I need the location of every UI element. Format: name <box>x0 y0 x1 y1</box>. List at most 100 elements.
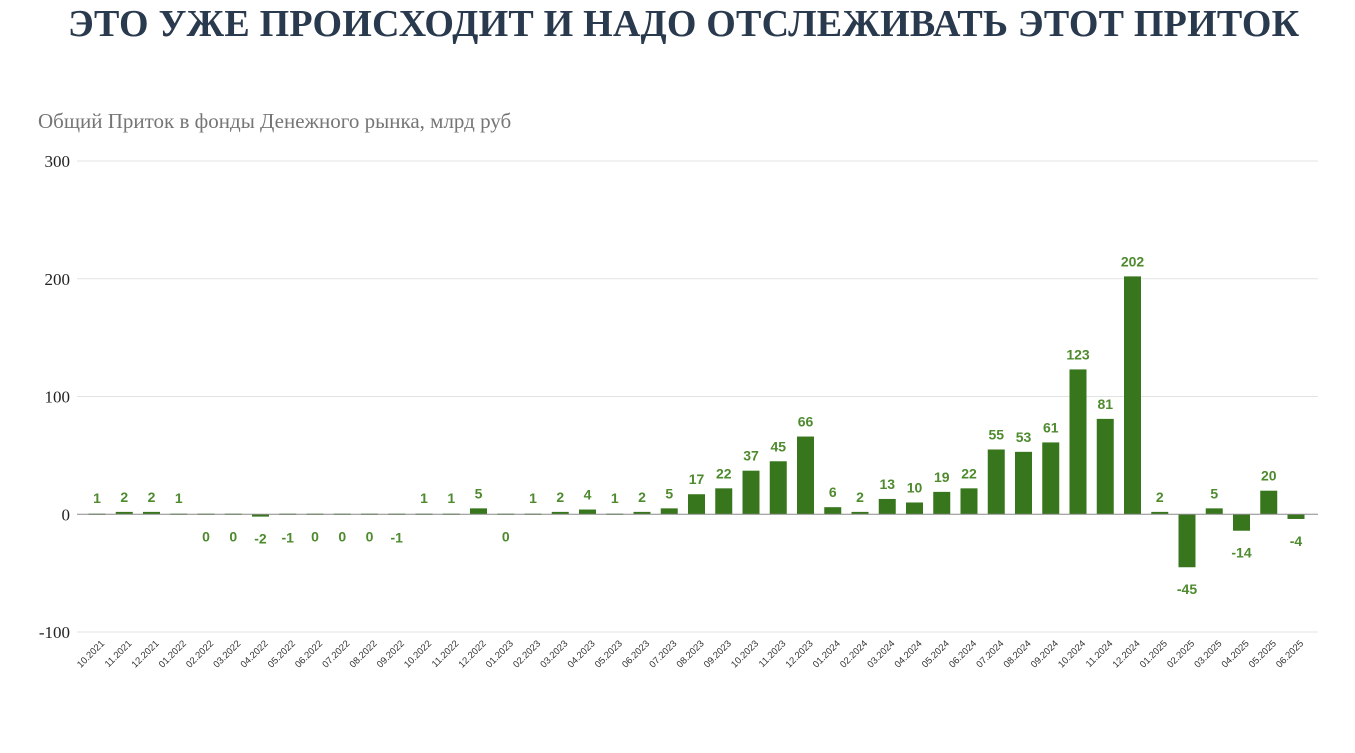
data-label: -1 <box>282 529 295 545</box>
bar <box>1287 514 1305 519</box>
x-tick-label: 08.2023 <box>675 638 707 670</box>
x-tick-label: 10.2023 <box>729 638 761 670</box>
data-label: 1 <box>93 490 101 506</box>
x-tick-label: 10.2024 <box>1056 638 1088 670</box>
bars <box>88 276 1305 568</box>
y-axis-ticks: -100 0 100 200 300 <box>39 152 70 642</box>
bar <box>579 509 596 515</box>
x-tick-label: 09.2024 <box>1029 638 1061 670</box>
page-headline: ЭТО УЖЕ ПРОИСХОДИТ И НАДО ОТСЛЕЖИВАТЬ ЭТ… <box>68 3 1300 45</box>
x-tick-label: 11.2023 <box>757 638 789 670</box>
x-tick-label: 09.2023 <box>702 638 734 670</box>
bar <box>824 507 842 515</box>
bar <box>715 488 733 515</box>
data-label: 1 <box>420 490 428 506</box>
bar <box>933 491 951 515</box>
data-label: 20 <box>1261 468 1277 484</box>
data-label: -14 <box>1231 545 1251 561</box>
data-label: 1 <box>447 490 455 506</box>
x-tick-label: 03.2024 <box>865 638 897 670</box>
x-tick-label: 07.2022 <box>320 638 352 670</box>
x-tick-label: 12.2021 <box>130 638 162 670</box>
x-tick-label: 01.2022 <box>157 638 189 670</box>
x-tick-label: 01.2024 <box>811 638 843 670</box>
x-tick-label: 06.2025 <box>1274 638 1306 670</box>
x-tick-label: 08.2024 <box>1002 638 1034 670</box>
bar <box>1233 514 1250 531</box>
x-tick-label: 02.2022 <box>184 638 216 670</box>
bar <box>960 488 978 515</box>
data-label: 2 <box>120 489 128 505</box>
bar <box>987 449 1005 515</box>
x-tick-label: 11.2022 <box>430 638 462 670</box>
grid-lines <box>77 160 1318 633</box>
bar <box>688 494 705 515</box>
data-label: -45 <box>1177 581 1197 597</box>
x-tick-label: 03.2025 <box>1192 638 1224 670</box>
data-label: 0 <box>229 528 237 544</box>
x-tick-label: 12.2022 <box>457 638 489 670</box>
data-label: 6 <box>829 484 837 500</box>
x-tick-label: 07.2023 <box>647 638 679 670</box>
data-label: 2 <box>856 489 864 505</box>
data-label: 2 <box>148 489 156 505</box>
x-tick-label: 05.2025 <box>1247 638 1279 670</box>
data-label: 1 <box>175 490 183 506</box>
data-label: 0 <box>366 528 374 544</box>
y-tick-label: 100 <box>45 388 71 407</box>
data-label: 0 <box>202 528 210 544</box>
bar <box>143 511 160 515</box>
data-label: -4 <box>1290 533 1303 549</box>
bar <box>878 498 896 515</box>
x-tick-label: 05.2022 <box>266 638 298 670</box>
bar <box>252 514 269 517</box>
data-label: 4 <box>584 487 592 503</box>
bar <box>470 508 487 515</box>
bar <box>906 502 923 515</box>
x-tick-label: 06.2023 <box>620 638 652 670</box>
data-label: -2 <box>254 531 267 547</box>
data-label: 2 <box>638 489 646 505</box>
x-tick-label: 04.2023 <box>566 638 598 670</box>
data-label: 22 <box>961 465 977 481</box>
x-tick-label: 02.2025 <box>1165 638 1197 670</box>
chart-title: Общий Приток в фонды Денежного рынка, мл… <box>38 109 512 133</box>
bar <box>1151 511 1169 515</box>
data-label: 0 <box>502 528 510 544</box>
x-tick-label: 02.2024 <box>838 638 870 670</box>
x-tick-label: 07.2024 <box>974 638 1006 670</box>
x-tick-label: 01.2023 <box>484 638 516 670</box>
data-label: 0 <box>311 528 319 544</box>
y-tick-label: -100 <box>39 623 70 642</box>
bar <box>1124 276 1141 515</box>
x-tick-label: 11.2021 <box>103 638 135 670</box>
data-label: 2 <box>1156 489 1164 505</box>
data-label: 5 <box>665 485 673 501</box>
x-tick-label: 11.2024 <box>1084 638 1116 670</box>
y-tick-label: 300 <box>45 152 71 171</box>
y-tick-label: 0 <box>62 505 71 524</box>
x-tick-label: 05.2024 <box>920 638 952 670</box>
data-label: -1 <box>391 529 404 545</box>
bar <box>1178 514 1196 568</box>
data-label: 10 <box>907 479 923 495</box>
x-tick-label: 04.2025 <box>1220 638 1252 670</box>
bar <box>1205 508 1223 515</box>
data-label: 45 <box>770 438 786 454</box>
x-tick-label: 09.2022 <box>375 638 407 670</box>
x-tick-label: 03.2022 <box>211 638 243 670</box>
x-tick-label: 06.2022 <box>293 638 325 670</box>
bar <box>115 511 133 515</box>
bar <box>633 511 651 515</box>
data-label: 2 <box>556 489 564 505</box>
data-label: 1 <box>611 490 619 506</box>
data-label: 66 <box>798 414 814 430</box>
x-tick-label: 04.2022 <box>239 638 271 670</box>
data-label: 5 <box>1210 485 1218 501</box>
data-label: 123 <box>1066 346 1090 362</box>
data-label: 37 <box>743 448 759 464</box>
data-label: 53 <box>1016 429 1032 445</box>
x-tick-label: 12.2024 <box>1111 638 1143 670</box>
